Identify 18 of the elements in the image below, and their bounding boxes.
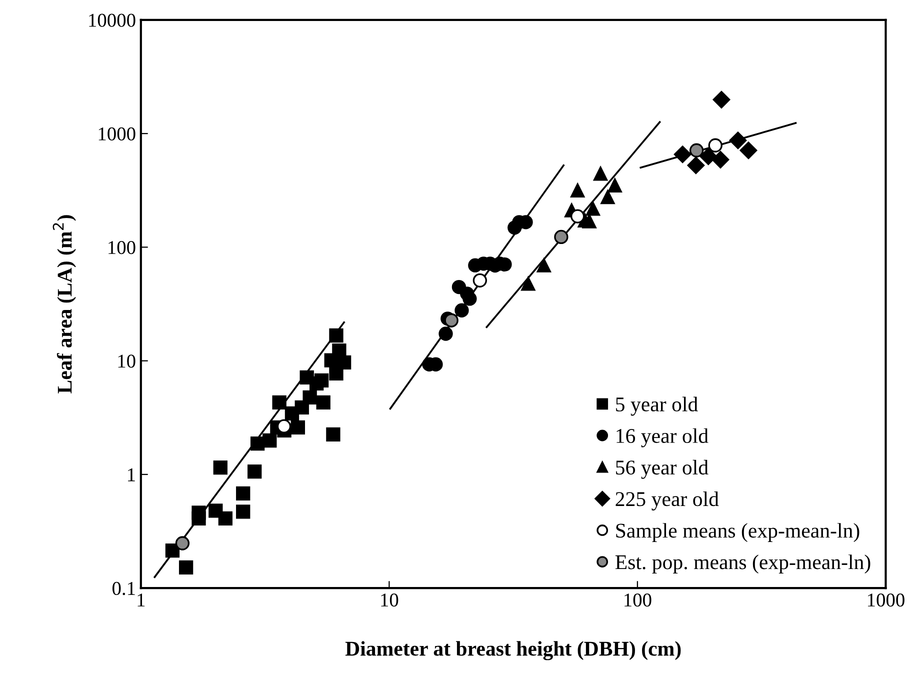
legend-label: Sample means (exp-mean-ln)	[616, 523, 860, 542]
y-tick-label: 100	[108, 241, 136, 254]
legend-label: Est. pop. means (exp-mean-ln)	[615, 554, 870, 574]
legend-label: 16 year old	[616, 428, 708, 448]
x-axis-title: Diameter at breast height (DBH) (cm)	[345, 641, 681, 660]
legend-label: 225 year old	[616, 491, 719, 510]
legend-label: 56 year old	[616, 460, 708, 479]
x-tick-label: 100	[624, 593, 652, 607]
x-tick-label: 1	[138, 594, 145, 606]
x-tick-label: 1000	[868, 593, 904, 607]
y-tick-label: 1	[128, 468, 135, 482]
y-tick-label: 1000	[98, 127, 136, 140]
y-tick-label: 10000	[89, 14, 136, 27]
y-tick-label: 10	[118, 354, 136, 368]
y-tick-label: 0.1	[112, 582, 135, 596]
x-tick-label: 10	[381, 593, 398, 607]
legend-label: 5 year old	[616, 396, 698, 416]
y-axis-title: Leaf area (LA) (m$^{2}$)	[52, 215, 76, 394]
